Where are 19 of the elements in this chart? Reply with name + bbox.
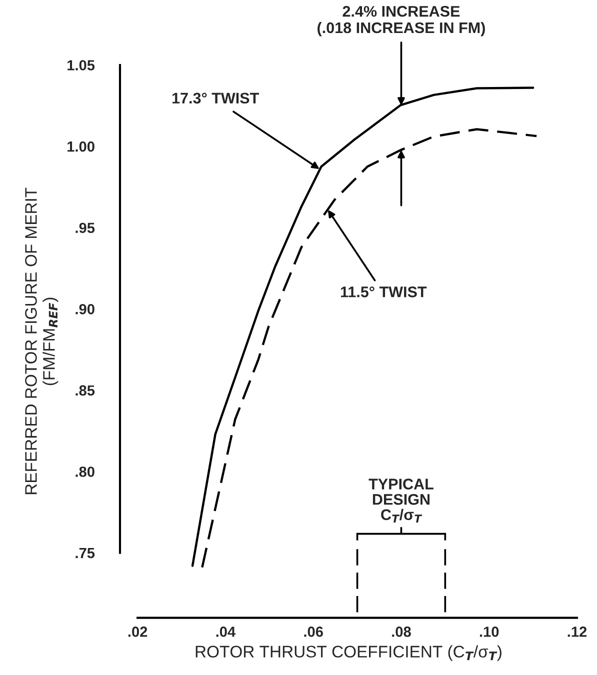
y-tick-label: .80 (76, 466, 94, 477)
y-tick-label: 1.05 (68, 60, 95, 70)
x-tick-label: .12 (568, 626, 587, 637)
y-tick-label: .90 (76, 304, 94, 314)
x-tick-label: .02 (128, 626, 148, 637)
x-tick-label: .04 (216, 626, 236, 637)
annotation: 17.3° TWIST (172, 92, 259, 104)
y-tick-label: .75 (76, 548, 95, 558)
annotation: 2.4% INCREASE (.018 INCREASE IN FM) (318, 6, 485, 36)
x-axis-title: ROTOR THRUST COEFFICIENT (C$_{T}$/σ$_{T}$) (196, 645, 502, 661)
y-tick-label: .85 (76, 385, 95, 396)
x-tick-label: .06 (304, 626, 323, 637)
annotation: TYPICAL DESIGN C$_{T}$/σ$_{T}$ (368, 478, 434, 522)
y-tick-label: 1.00 (68, 141, 94, 152)
y-axis-title: REFERRED ROTOR FIGURE OF MERIT (FM/FM$_{REF}$) (25, 188, 58, 494)
y-tick-label: .95 (76, 222, 95, 234)
annotation: 11.5° TWIST (340, 286, 427, 298)
x-tick-label: .08 (392, 626, 411, 637)
x-tick-label: .10 (480, 626, 499, 637)
